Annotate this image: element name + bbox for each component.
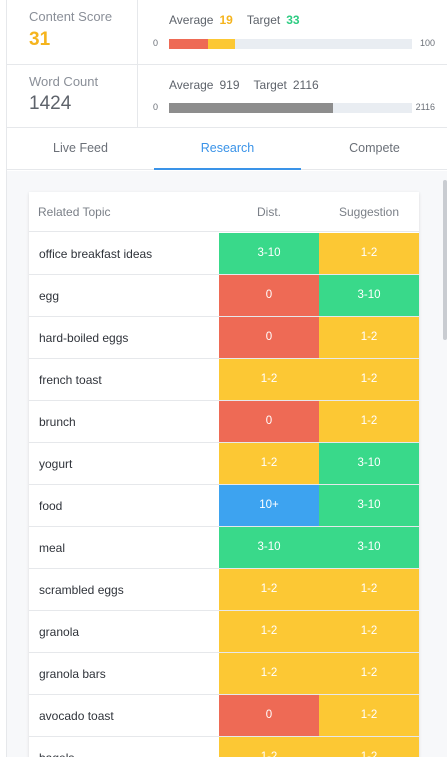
dist-cell: 10+ xyxy=(219,485,319,526)
word-count-target-label: Target xyxy=(253,78,287,92)
dist-cell: 0 xyxy=(219,695,319,736)
suggestion-cell: 1-2 xyxy=(319,401,419,442)
table-row[interactable]: food 10+ 3-10 xyxy=(29,485,419,527)
table-row[interactable]: french toast 1-2 1-2 xyxy=(29,359,419,401)
word-count-target-value: 2116 xyxy=(292,78,319,92)
dist-cell: 1-2 xyxy=(219,611,319,652)
word-count-title: Word Count xyxy=(29,74,99,89)
word-count-bar-min: 0 xyxy=(153,102,159,112)
content-score-bar-red-segment xyxy=(169,39,208,49)
content-score-bar-max: 100 xyxy=(419,38,435,48)
topic-name: yogurt xyxy=(39,457,73,471)
content-panel: Content Score 31 Average 19 Target 33 0 100… xyxy=(6,0,447,757)
topic-name: french toast xyxy=(39,373,102,387)
word-count-meta: Average 919 Target 2116 xyxy=(169,78,319,92)
suggestion-cell: 3-10 xyxy=(319,485,419,526)
word-count-progress-bar xyxy=(169,103,412,113)
dist-cell: 0 xyxy=(219,401,319,442)
content-score-meta: Average 19 Target 33 xyxy=(169,13,300,27)
topic-name: hard-boiled eggs xyxy=(39,331,129,345)
content-score-title: Content Score xyxy=(29,9,113,24)
dist-cell: 1-2 xyxy=(219,737,319,757)
topic-name: egg xyxy=(39,289,60,303)
word-count-bar-max: 2116 xyxy=(415,102,435,112)
research-pane: Related Topic Dist. Suggestion office br… xyxy=(7,171,447,757)
suggestion-cell: 3-10 xyxy=(319,275,419,316)
dist-cell: 1-2 xyxy=(219,569,319,610)
suggestion-cell: 1-2 xyxy=(319,359,419,400)
dist-cell: 1-2 xyxy=(219,443,319,484)
header-dist: Dist. xyxy=(257,205,281,219)
related-topics-table: Related Topic Dist. Suggestion office br… xyxy=(29,192,419,757)
tab-compete[interactable]: Compete xyxy=(349,141,400,155)
suggestion-cell: 3-10 xyxy=(319,443,419,484)
suggestion-cell: 1-2 xyxy=(319,737,419,757)
dist-cell: 1-2 xyxy=(219,359,319,400)
topic-name: bagels xyxy=(39,737,74,757)
topic-name: meal xyxy=(39,541,66,555)
table-row[interactable]: meal 3-10 3-10 xyxy=(29,527,419,569)
content-score-target-value: 33 xyxy=(286,13,300,27)
topic-name: avocado toast xyxy=(39,709,114,723)
table-row[interactable]: granola bars 1-2 1-2 xyxy=(29,653,419,695)
dist-cell: 0 xyxy=(219,317,319,358)
topic-name: granola bars xyxy=(39,667,106,681)
content-score-bar-min: 0 xyxy=(153,38,159,48)
suggestion-cell: 3-10 xyxy=(319,527,419,568)
table-row[interactable]: granola 1-2 1-2 xyxy=(29,611,419,653)
table-row[interactable]: office breakfast ideas 3-10 1-2 xyxy=(29,233,419,275)
word-count-gauge: Average 919 Target 2116 0 2116 xyxy=(138,65,447,127)
table-row[interactable]: scrambled eggs 1-2 1-2 xyxy=(29,569,419,611)
suggestion-cell: 1-2 xyxy=(319,569,419,610)
suggestion-cell: 1-2 xyxy=(319,653,419,694)
suggestion-cell: 1-2 xyxy=(319,233,419,274)
topic-name: office breakfast ideas xyxy=(39,247,153,261)
suggestion-cell: 1-2 xyxy=(319,317,419,358)
header-suggestion: Suggestion xyxy=(338,205,400,219)
content-score-value: 31 xyxy=(29,29,51,50)
suggestion-cell: 1-2 xyxy=(319,611,419,652)
word-count-value: 1424 xyxy=(29,93,72,114)
content-score-progress-bar xyxy=(169,39,412,49)
table-row[interactable]: hard-boiled eggs 0 1-2 xyxy=(29,317,419,359)
content-score-average-value: 19 xyxy=(219,13,233,27)
table-header: Related Topic Dist. Suggestion xyxy=(29,192,419,232)
content-score-bar-yellow-segment xyxy=(207,39,235,49)
word-count-box: Word Count 1424 xyxy=(7,65,138,127)
content-score-gauge: Average 19 Target 33 0 100 xyxy=(138,0,447,64)
dist-cell: 3-10 xyxy=(219,233,319,274)
table-row[interactable]: bagels 1-21-2 xyxy=(29,737,419,757)
header-related-topic: Related Topic xyxy=(38,205,111,219)
scrollbar-thumb[interactable] xyxy=(443,180,447,340)
table-row[interactable]: yogurt 1-2 3-10 xyxy=(29,443,419,485)
tab-live-feed[interactable]: Live Feed xyxy=(53,141,108,155)
tab-research[interactable]: Research xyxy=(154,128,301,170)
word-count-average-label: Average xyxy=(169,78,214,92)
topic-name: scrambled eggs xyxy=(39,583,124,597)
topic-name: brunch xyxy=(39,415,76,429)
content-score-row: Content Score 31 Average 19 Target 33 0 100 xyxy=(7,0,447,65)
table-row[interactable]: brunch 0 1-2 xyxy=(29,401,419,443)
content-score-average-label: Average xyxy=(169,13,214,27)
dist-cell: 3-10 xyxy=(219,527,319,568)
dist-cell: 1-2 xyxy=(219,653,319,694)
topic-name: food xyxy=(39,499,63,513)
dist-cell: 0 xyxy=(219,275,319,316)
topic-name: granola xyxy=(39,625,80,639)
word-count-bar-fill xyxy=(169,103,333,113)
suggestion-cell: 1-2 xyxy=(319,695,419,736)
word-count-row: Word Count 1424 Average 919 Target 2116 0 2… xyxy=(7,65,447,128)
word-count-average-value: 919 xyxy=(219,78,240,92)
content-score-box: Content Score 31 xyxy=(7,0,138,64)
tab-bar: Live Feed Research Compete xyxy=(7,128,447,170)
table-row[interactable]: egg 0 3-10 xyxy=(29,275,419,317)
table-row[interactable]: avocado toast 0 1-2 xyxy=(29,695,419,737)
content-score-target-label: Target xyxy=(246,13,281,27)
